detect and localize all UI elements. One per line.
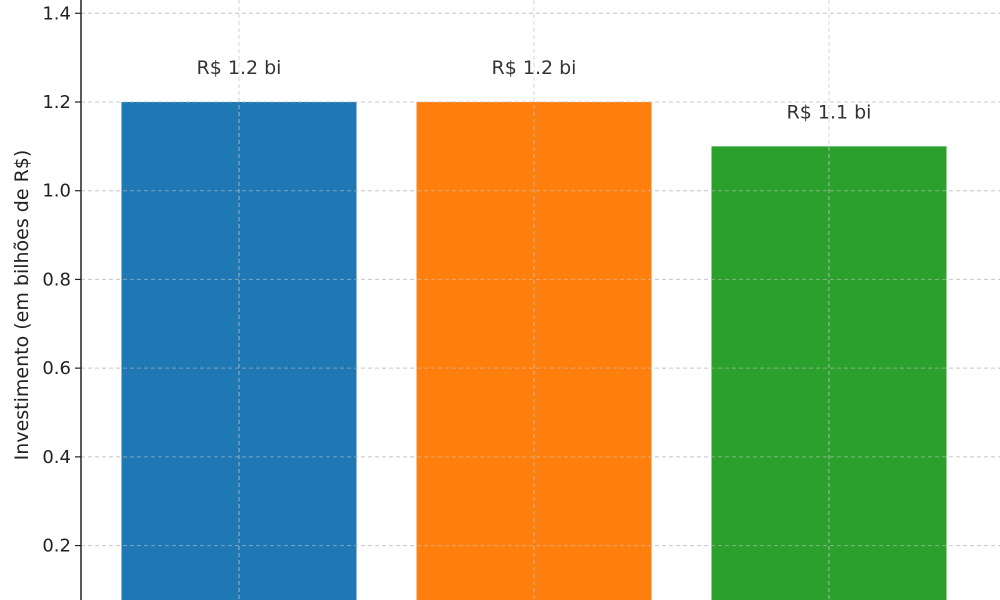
y-tick-label: 1.4 [42, 3, 71, 24]
y-tick-label: 0.6 [42, 358, 71, 379]
bar-value-label: R$ 1.1 bi [787, 101, 872, 123]
y-ticks: 0.2 0.4 0.6 0.8 1.0 1.2 1.4 [42, 3, 81, 557]
y-tick-label: 0.4 [42, 447, 71, 468]
data-labels: R$ 1.2 bi R$ 1.2 bi R$ 1.1 bi [197, 57, 872, 123]
y-tick-label: 1.0 [42, 181, 71, 202]
bar-value-label: R$ 1.2 bi [197, 57, 282, 79]
bar-value-label: R$ 1.2 bi [492, 57, 577, 79]
y-tick-label: 1.2 [42, 92, 71, 113]
y-tick-label: 0.2 [42, 536, 71, 557]
y-axis-label: Investimento (em bilhões de R$) [11, 150, 33, 461]
y-tick-label: 0.8 [42, 269, 71, 290]
vertical-gridlines [81, 0, 1000, 600]
